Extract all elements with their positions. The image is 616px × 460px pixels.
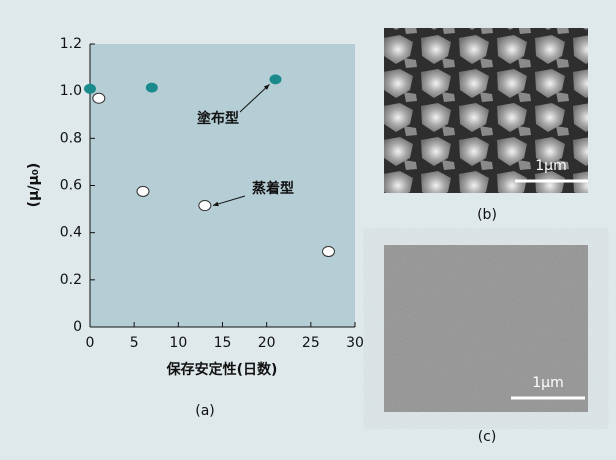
y-tick-label: 1.2 [60, 36, 82, 52]
x-tick-label: 20 [258, 335, 276, 351]
x-tick-label: 0 [86, 335, 95, 351]
point [323, 247, 335, 257]
point [84, 84, 96, 94]
y-axis-label: (μ/μ₀) [26, 163, 42, 208]
annotation: 蒸着型 [252, 180, 294, 197]
scale-label: 1μm [532, 375, 563, 391]
y-tick-label: 1.0 [60, 83, 82, 99]
x-tick-label: 15 [214, 335, 232, 351]
panel-label: (b) [477, 207, 497, 223]
point [146, 83, 158, 93]
annotation: 塗布型 [197, 110, 239, 127]
scale-label: 1μm [535, 158, 566, 174]
point [270, 74, 282, 84]
y-tick-label: 0.2 [60, 272, 82, 288]
point [199, 201, 211, 211]
plot-area [90, 44, 355, 327]
y-tick-label: 0.6 [60, 178, 82, 194]
x-tick-label: 5 [130, 335, 139, 351]
panel-label: (c) [478, 429, 497, 445]
figure: 保存安定性(日数) (μ/μ₀) (a) 1μm (b) 1μm (c) 0 0.… [0, 0, 616, 460]
x-tick-label: 25 [302, 335, 320, 351]
panel-label: (a) [195, 403, 215, 419]
x-tick-label: 10 [169, 335, 187, 351]
y-tick-label: 0.8 [60, 130, 82, 146]
point [137, 186, 149, 196]
x-tick-label: 30 [346, 335, 364, 351]
point [93, 93, 105, 103]
y-tick-label: 0.4 [60, 225, 82, 241]
y-tick-label: 0 [73, 319, 82, 335]
x-axis-label: 保存安定性(日数) [166, 361, 278, 378]
